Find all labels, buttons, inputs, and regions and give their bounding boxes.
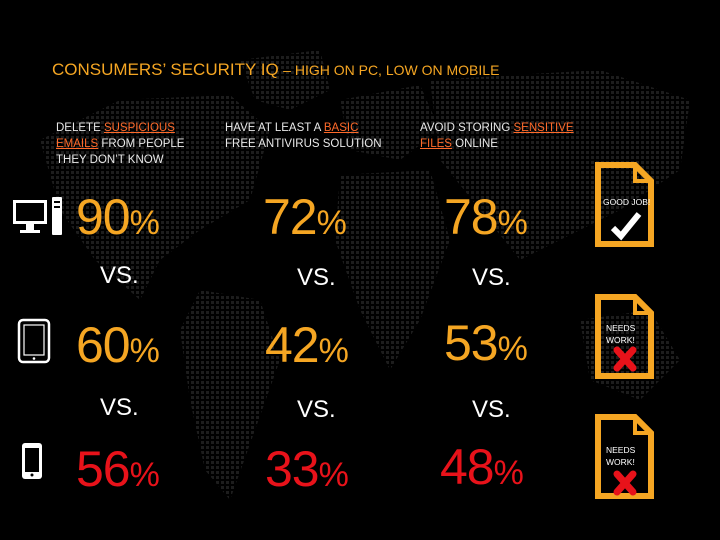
phone-stat-antivirus: 33%: [265, 441, 349, 497]
check-icon: [610, 212, 642, 241]
stat-value: 56: [76, 441, 131, 497]
heading-highlight: BASIC: [323, 122, 359, 134]
percent-sign: %: [497, 330, 528, 368]
title-subtitle: – HIGH ON PC, LOW ON MOBILE: [283, 62, 500, 78]
heading-text: FROM PEOPLE: [98, 138, 185, 150]
page-title: CONSUMERS’ SECURITY IQ – HIGH ON PC, LOW…: [52, 60, 499, 80]
heading-highlight: SUSPICIOUS: [103, 122, 175, 134]
heading-highlight: EMAILS: [56, 138, 99, 150]
percent-sign: %: [129, 456, 160, 494]
percent-sign: %: [129, 332, 160, 370]
percent-sign: %: [318, 456, 349, 494]
vs-label: VS.: [297, 264, 336, 291]
vs-label: VS.: [472, 396, 511, 423]
vs-label: VS.: [100, 394, 139, 421]
badge-label: NEEDS: [606, 445, 636, 455]
stat-value: 48: [440, 439, 495, 495]
document-badge-icon: [595, 414, 654, 499]
stat-value: 90: [76, 189, 131, 245]
pc-stat-files: 78%: [444, 189, 528, 245]
cross-icon: [613, 470, 637, 496]
heading-text: THEY DON’T KNOW: [56, 154, 164, 166]
pc-stat-antivirus: 72%: [263, 189, 347, 245]
stat-value: 53: [444, 315, 499, 371]
tablet-stat-emails: 60%: [76, 317, 160, 373]
percent-sign: %: [497, 204, 528, 242]
heading-text: ONLINE: [451, 138, 498, 150]
vs-label: VS.: [297, 396, 336, 423]
column-heading-files: AVOID STORING SENSITIVE FILES ONLINE: [420, 120, 590, 152]
stat-value: 72: [263, 189, 318, 245]
column-heading-emails: DELETE SUSPICIOUS EMAILS FROM PEOPLE THE…: [56, 120, 216, 168]
smartphone-icon: [22, 443, 42, 479]
stat-value: 60: [76, 317, 131, 373]
badge-label: NEEDS: [606, 323, 636, 333]
document-badge-icon: [595, 162, 654, 247]
badge-label: WORK!: [606, 335, 635, 345]
vs-label: VS.: [472, 264, 511, 291]
document-badge-icon: [595, 294, 654, 379]
tablet-stat-files: 53%: [444, 315, 528, 371]
heading-text: DELETE: [56, 122, 104, 134]
percent-sign: %: [316, 204, 347, 242]
heading-text: FREE ANTIVIRUS SOLUTION: [225, 138, 382, 150]
badge-label: WORK!: [606, 457, 635, 467]
percent-sign: %: [493, 454, 524, 492]
stat-value: 42: [265, 317, 320, 373]
tablet-icon: [17, 318, 51, 364]
heading-text: HAVE AT LEAST A: [225, 122, 324, 134]
heading-highlight: SENSITIVE: [513, 122, 574, 134]
column-heading-antivirus: HAVE AT LEAST A BASIC FREE ANTIVIRUS SOL…: [225, 120, 415, 152]
vs-label: VS.: [100, 262, 139, 289]
percent-sign: %: [129, 204, 160, 242]
phone-stat-files: 48%: [440, 439, 524, 495]
pc-stat-emails: 90%: [76, 189, 160, 245]
tablet-stat-antivirus: 42%: [265, 317, 349, 373]
cross-icon: [613, 346, 637, 372]
heading-highlight: FILES: [420, 138, 452, 150]
phone-stat-emails: 56%: [76, 441, 160, 497]
heading-text: AVOID STORING: [420, 122, 514, 134]
title-main: CONSUMERS’ SECURITY IQ: [52, 60, 279, 79]
percent-sign: %: [318, 332, 349, 370]
stat-value: 33: [265, 441, 320, 497]
badge-label: GOOD JOB!: [603, 197, 651, 207]
stat-value: 78: [444, 189, 499, 245]
desktop-computer-icon: [13, 197, 62, 235]
